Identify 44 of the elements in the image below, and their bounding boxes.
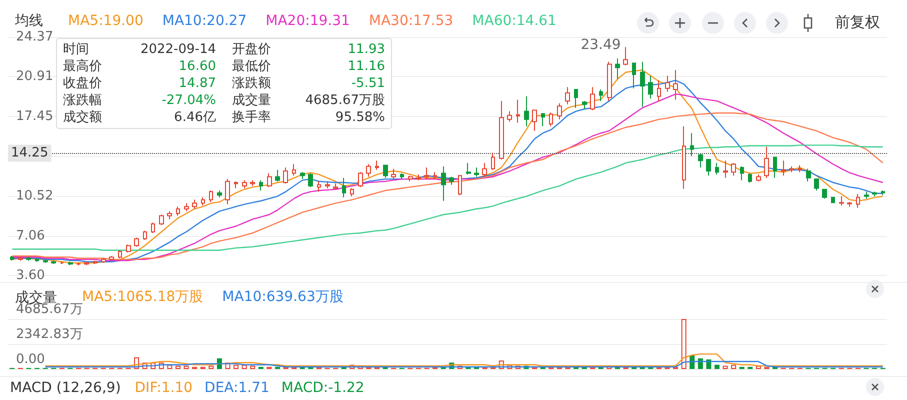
annotation: 11.16 [348, 58, 385, 75]
ref-line-label: 14.25 [11, 146, 48, 161]
annotation: 时间 [63, 41, 89, 58]
annotation: 23.49 [580, 37, 621, 54]
text: 前复权 [835, 13, 880, 32]
y-tick-label: 10.52 [16, 188, 54, 204]
annotation: -27.04% [162, 92, 216, 109]
annotation: 最低价 [232, 58, 271, 75]
text: MA20:19.31 [266, 13, 350, 29]
annotation: 成交额 [63, 109, 102, 126]
y-tick-label: 4685.67万 [16, 302, 83, 317]
text: MACD (12,26,9) [10, 380, 121, 396]
annotation: 95.58% [335, 109, 385, 126]
y-tick-label: 17.45 [16, 108, 54, 124]
y-tick-label: 3.60 [16, 268, 45, 283]
annotation: 2022-09-14 [140, 41, 216, 58]
text: DIF:1.10 [134, 380, 193, 396]
annotation: 涨跌额 [232, 75, 271, 92]
text: MA5:19.00 [68, 13, 144, 29]
annotation: 14.87 [178, 75, 216, 92]
text: MA10:639.63万股 [222, 289, 344, 305]
text: MA60:14.61 [472, 13, 556, 29]
annotation: 16.60 [178, 58, 216, 75]
y-tick-label: 7.06 [16, 228, 45, 244]
chart-title: 均线 [14, 13, 43, 29]
annotation: 开盘价 [232, 41, 271, 58]
annotation: 涨跌幅 [63, 92, 102, 109]
text: DEA:1.71 [204, 380, 270, 396]
annotation: -5.51 [351, 75, 385, 92]
y-tick-label: 2342.83万 [16, 327, 83, 342]
text: MA5:1065.18万股 [82, 289, 204, 305]
annotation: 成交量 [232, 92, 271, 109]
annotation: 11.93 [348, 41, 385, 58]
annotation: 换手率 [232, 109, 271, 126]
annotation: 收盘价 [63, 75, 102, 92]
y-tick-label: 20.91 [16, 69, 54, 84]
y-tick-label: 0.00 [16, 352, 45, 367]
annotation: 4685.67万股 [305, 92, 385, 109]
annotation: 6.46亿 [174, 109, 216, 126]
annotation: 最高价 [63, 58, 102, 75]
text: MA30:17.53 [368, 13, 454, 29]
text: MACD:-1.22 [281, 380, 364, 396]
y-tick-label: 24.37 [16, 30, 54, 44]
text: MA10:20.27 [162, 13, 247, 29]
